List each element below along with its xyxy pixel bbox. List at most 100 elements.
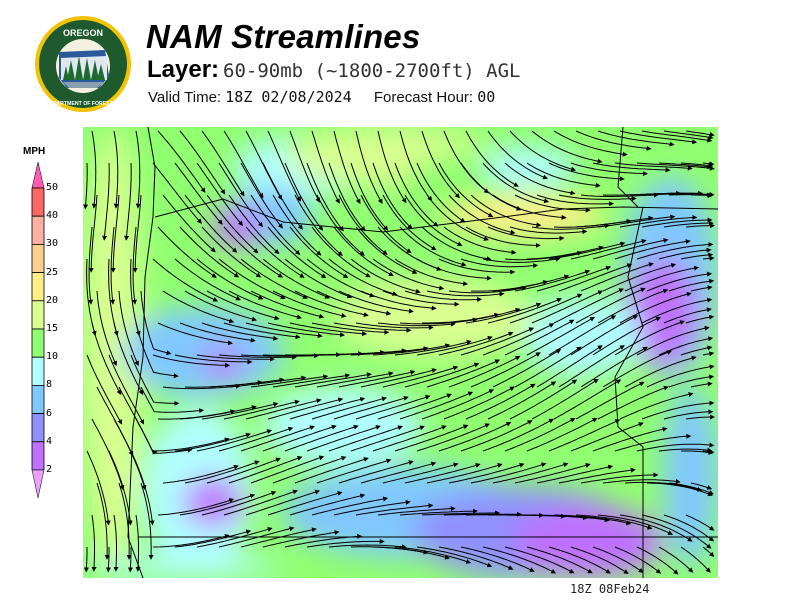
streamline	[311, 322, 390, 335]
streamline	[328, 425, 403, 452]
streamline	[448, 194, 516, 235]
streamline	[504, 319, 575, 356]
streamline	[470, 352, 541, 388]
streamline	[504, 417, 576, 452]
streamline	[333, 395, 409, 420]
streamline	[658, 546, 694, 573]
streamline	[228, 194, 280, 255]
streamline	[680, 345, 713, 356]
streamline	[663, 130, 714, 140]
streamline	[702, 546, 715, 557]
streamline	[377, 393, 452, 420]
streamline	[294, 194, 343, 257]
streamline	[492, 462, 569, 484]
streamline	[350, 258, 421, 294]
streamline	[350, 162, 389, 231]
colorbar-tick-label: 20	[46, 294, 59, 306]
streamline	[289, 493, 366, 516]
streamline	[509, 293, 583, 324]
streamline	[509, 226, 588, 235]
streamline	[663, 514, 715, 542]
streamline	[140, 290, 172, 356]
streamline	[174, 432, 251, 452]
streamline	[96, 290, 117, 367]
streamline	[426, 359, 501, 388]
streamline	[531, 514, 610, 523]
streamline	[553, 288, 625, 324]
streamline	[460, 258, 539, 269]
streamline	[570, 546, 629, 575]
streamline	[223, 130, 264, 199]
streamline	[460, 327, 535, 356]
streamline	[108, 258, 119, 337]
streamline	[602, 263, 677, 292]
streamline	[132, 194, 142, 273]
streamline	[465, 226, 541, 248]
streamline	[536, 194, 614, 207]
colorbar-tick-label: 10	[46, 351, 59, 363]
streamline	[267, 130, 301, 202]
streamline	[658, 247, 712, 260]
streamline	[580, 346, 648, 388]
streamline	[487, 130, 549, 180]
streamline	[685, 514, 715, 531]
logo-top-text: OREGON	[63, 28, 103, 38]
streamline	[289, 130, 320, 203]
streamline	[416, 335, 493, 356]
streamline	[157, 130, 206, 193]
streamline	[492, 194, 567, 220]
streamline	[575, 215, 654, 228]
colorbar-segment	[31, 300, 45, 330]
streamline	[88, 194, 98, 273]
streamline	[509, 130, 577, 172]
streamline	[548, 241, 626, 260]
wind-speed-region	[628, 257, 698, 367]
streamline	[668, 374, 715, 388]
streamline	[570, 238, 647, 260]
streamline	[135, 514, 141, 572]
streamline	[492, 274, 570, 292]
streamline	[514, 346, 582, 388]
page-title: NAM Streamlines	[146, 18, 421, 55]
streamline	[157, 498, 235, 516]
streamline	[338, 460, 414, 484]
streamline	[641, 297, 713, 324]
streamline	[360, 368, 437, 388]
streamline	[548, 315, 617, 356]
streamline	[333, 226, 394, 276]
streamline	[316, 290, 392, 316]
streamline	[206, 194, 259, 254]
streamline	[416, 423, 491, 452]
streamline	[681, 449, 714, 455]
streamline	[162, 464, 239, 484]
colorbar-under-triangle	[31, 469, 45, 499]
streamline	[570, 422, 644, 452]
streamline	[196, 527, 273, 548]
streamline	[350, 425, 425, 452]
streamline	[240, 162, 283, 229]
streamline	[438, 546, 514, 570]
streamline	[377, 506, 456, 516]
colorbar-tick-label: 8	[46, 379, 53, 391]
streamline	[157, 322, 233, 346]
streamline	[130, 258, 141, 337]
streamline	[702, 351, 715, 357]
streamline	[206, 290, 280, 321]
streamline	[377, 130, 407, 204]
streamline	[86, 450, 111, 526]
streamline	[91, 130, 97, 209]
colorbar-tick-label: 15	[46, 323, 59, 334]
streamline	[262, 162, 303, 230]
streamline	[355, 130, 383, 204]
streamlines	[83, 130, 715, 575]
streamline	[306, 538, 385, 548]
streamline	[179, 130, 226, 195]
streamline	[619, 514, 693, 542]
streamline	[421, 389, 495, 420]
wind-speed-region	[83, 557, 283, 578]
streamline	[448, 285, 527, 294]
layer-label: Layer:	[147, 56, 220, 83]
streamline	[174, 354, 253, 365]
streamline	[223, 226, 284, 278]
streamline	[394, 424, 469, 452]
